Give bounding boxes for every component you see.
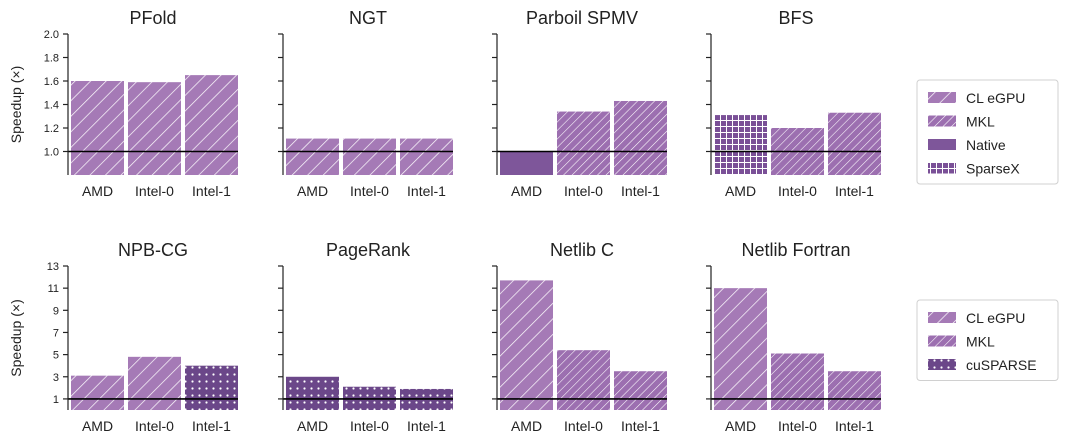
x-tick-label: Intel-0	[135, 418, 174, 434]
bar-intel-0	[343, 138, 396, 175]
bar-intel-1	[614, 371, 667, 410]
x-tick-label: AMD	[725, 418, 756, 434]
x-tick-label: Intel-0	[778, 183, 817, 199]
panel-title: NPB-CG	[118, 240, 188, 260]
x-tick-label: Intel-1	[621, 183, 660, 199]
y-tick-label: 7	[53, 327, 59, 339]
x-tick-label: Intel-0	[350, 183, 389, 199]
bar-intel-1	[828, 371, 881, 410]
x-tick-label: Intel-1	[192, 183, 231, 199]
legend-label-cusparse: cuSPARSE	[966, 357, 1037, 373]
legend-swatch-cl-egpu	[928, 92, 956, 103]
bar-intel-0	[128, 82, 181, 175]
bar-amd	[71, 375, 124, 410]
x-tick-label: Intel-1	[621, 418, 660, 434]
legend-label-native: Native	[966, 137, 1006, 153]
y-tick-label: 11	[48, 283, 59, 295]
bar-intel-1	[828, 112, 881, 175]
legend-label-mkl: MKL	[966, 114, 995, 130]
y-axis-label: Speedup (×)	[8, 66, 24, 143]
bar-intel-0	[128, 356, 181, 410]
x-tick-label: Intel-0	[564, 418, 603, 434]
x-tick-label: AMD	[511, 418, 542, 434]
bar-intel-0	[557, 350, 610, 410]
y-tick-label: 1.2	[44, 123, 59, 135]
legend-2: CL eGPU MKL cuSPARSE	[916, 299, 1059, 381]
bar-intel-0	[557, 111, 610, 175]
legend-label-sparsex: SparseX	[966, 161, 1020, 177]
bar-intel-0	[771, 353, 824, 410]
x-tick-label: Intel-1	[407, 183, 446, 199]
legend-swatch-native	[928, 139, 956, 150]
chart-panels: PFold AMD Intel-0 Intel-1 1.0 1.2 1.4 1.6 1.8 2.0…	[8, 8, 881, 434]
bar-amd	[286, 376, 339, 410]
y-tick-label: 3	[53, 372, 59, 384]
legends: CL eGPU MKL Native SparseX CL eGPU MKL cuSPARS…	[916, 79, 1059, 381]
legend-swatch-cl-egpu	[928, 312, 956, 323]
bar-amd	[286, 138, 339, 175]
x-tick-label: Intel-1	[835, 418, 874, 434]
y-tick-label: 9	[53, 305, 59, 317]
legend-swatch-cusparse	[928, 359, 956, 370]
x-tick-label: Intel-1	[407, 418, 446, 434]
x-tick-label: Intel-1	[835, 183, 874, 199]
y-tick-label: 1.0	[44, 147, 59, 159]
panel-title: PFold	[129, 8, 176, 28]
bar-intel-1	[614, 100, 667, 175]
x-tick-label: Intel-1	[192, 418, 231, 434]
x-tick-label: AMD	[511, 183, 542, 199]
panel-title: Netlib C	[550, 240, 614, 260]
y-tick-label: 1.4	[44, 100, 59, 112]
legend-label-cl-egpu: CL eGPU	[966, 90, 1025, 106]
panel-netlib-fortran: Netlib Fortran AMD Intel-0 Intel-1	[706, 240, 881, 434]
y-axis-label: Speedup (×)	[8, 299, 24, 376]
bar-amd	[714, 288, 767, 410]
legend-swatch-mkl	[928, 115, 956, 127]
bar-intel-1	[400, 138, 453, 175]
y-tick-label: 1.8	[44, 53, 59, 65]
x-tick-label: AMD	[725, 183, 756, 199]
bar-intel-1	[185, 75, 238, 175]
legend-1: CL eGPU MKL Native SparseX	[916, 79, 1059, 185]
panel-netlib-c: Netlib C AMD Intel-0 Intel-1	[492, 240, 667, 434]
x-tick-label: Intel-0	[350, 418, 389, 434]
bar-intel-1	[185, 365, 238, 410]
legend-label-mkl: MKL	[966, 334, 995, 350]
x-tick-label: Intel-0	[564, 183, 603, 199]
panel-bfs: BFS AMD Intel-0 Intel-1	[706, 8, 881, 199]
panel-parboil-spmv: Parboil SPMV AMD Intel-0 Intel-1	[492, 8, 667, 199]
bar-amd	[500, 151, 553, 175]
legend-swatch-mkl	[928, 335, 956, 347]
bar-amd	[714, 115, 767, 175]
x-tick-label: AMD	[297, 183, 328, 199]
panel-pfold: PFold AMD Intel-0 Intel-1 1.0 1.2 1.4 1.6 1.8 2.0…	[8, 8, 238, 199]
legend-swatch-sparsex	[928, 162, 956, 174]
y-tick-label: 5	[53, 350, 59, 362]
panel-title: BFS	[778, 8, 813, 28]
x-tick-label: Intel-0	[135, 183, 174, 199]
bar-amd	[500, 280, 553, 410]
legend-label-cl-egpu: CL eGPU	[966, 310, 1025, 326]
y-tick-label: 1.6	[44, 76, 59, 88]
y-tick-label: 1	[53, 394, 59, 406]
panel-title: PageRank	[326, 240, 411, 260]
panel-pagerank: PageRank AMD Intel-0 Intel-1	[278, 240, 453, 434]
x-tick-label: Intel-0	[778, 418, 817, 434]
x-tick-label: AMD	[82, 183, 113, 199]
panel-title: Netlib Fortran	[741, 240, 850, 260]
legend-frame	[916, 79, 1059, 185]
panel-title: NGT	[349, 8, 387, 28]
y-tick-label: 13	[47, 261, 59, 273]
x-tick-label: AMD	[82, 418, 113, 434]
panel-title: Parboil SPMV	[526, 8, 638, 28]
bar-amd	[71, 81, 124, 175]
x-tick-label: AMD	[297, 418, 328, 434]
y-tick-label: 2.0	[44, 29, 59, 41]
panel-ngt: NGT AMD Intel-0 Intel-1	[278, 8, 453, 199]
